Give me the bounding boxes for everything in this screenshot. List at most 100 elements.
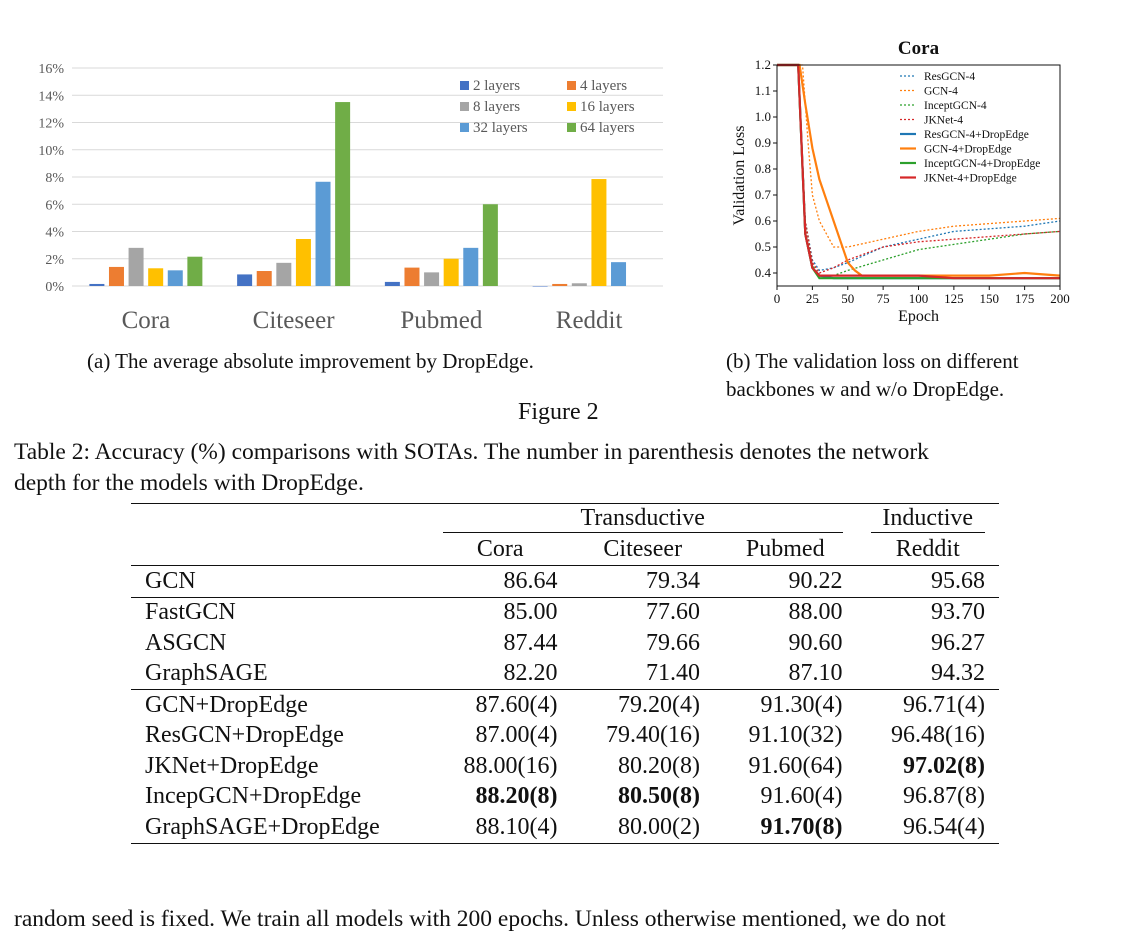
bar — [237, 274, 253, 286]
cell: 80.20(8) — [618, 752, 700, 779]
y-tick-label: 1.2 — [755, 57, 771, 72]
table-row: FastGCN 85.00 77.60 88.00 93.70 — [131, 596, 999, 628]
cell: 71.40 — [646, 660, 700, 687]
x-tick-label: 100 — [909, 291, 929, 306]
table-column-header-blank — [131, 535, 429, 566]
loss-series-line — [777, 64, 1061, 277]
table-column-header-row: Cora Citeseer Pubmed Reddit — [131, 535, 999, 566]
legend-label: JKNet-4+DropEdge — [924, 173, 1017, 185]
legend-label: 16 layers — [580, 99, 635, 115]
cell-best-value: 88.20(8) — [475, 783, 558, 810]
header-inductive: Inductive — [856, 503, 999, 535]
legend-swatch — [567, 81, 576, 90]
table-row: IncepGCN+DropEdge 88.20(8) 80.50(8) 91.6… — [131, 782, 999, 813]
x-tick-label: 75 — [877, 291, 890, 306]
cell: 90.22 — [714, 565, 857, 597]
legend-label: JKNet-4 — [924, 115, 963, 127]
cell-best-value: 91.70(8) — [760, 813, 843, 840]
y-tick-label: 0.5 — [755, 239, 771, 254]
loss-series-line — [777, 64, 1061, 248]
cell-best: 80.50(8) — [572, 782, 715, 813]
caption-a: (a) The average absolute improvement by … — [87, 349, 534, 373]
cell: 87.60(4) — [429, 689, 572, 721]
y-tick-label: 12% — [38, 117, 64, 132]
table-caption: Table 2: Accuracy (%) comparisons with S… — [14, 437, 1124, 499]
y-axis-label: Validation Loss — [731, 126, 748, 226]
y-tick-label: 16% — [38, 62, 64, 77]
table-row: GCN+DropEdge 87.60(4) 79.20(4) 91.30(4) … — [131, 689, 999, 721]
cell: 96.54(4) — [856, 812, 999, 844]
cell: 91.60(64) — [748, 752, 843, 779]
improvement-bar-chart: 0% 2% 4% 6% 8% 10% 12% 14% 16% Cora Citeseer Pubmed… — [38, 62, 663, 334]
y-tick-label: 1.0 — [755, 109, 771, 124]
cell: 87.00(4) — [475, 722, 558, 749]
cell: 77.60 — [571, 596, 714, 628]
row-name: ResGCN+DropEdge — [145, 722, 344, 749]
cell: 96.27 — [931, 629, 985, 656]
table-row: GraphSAGE+DropEdge 88.10(4) 80.00(2) 91.… — [131, 812, 999, 844]
cell: 94.32 — [931, 660, 985, 687]
bar — [482, 204, 498, 286]
cell: 93.70 — [856, 596, 999, 628]
row-name: GCN+DropEdge — [131, 689, 429, 721]
cell: 80.00(2) — [571, 812, 714, 844]
cell: 91.60(4) — [760, 783, 843, 810]
loss-series-line — [777, 63, 1060, 280]
cell: 96.48(16) — [891, 722, 985, 749]
cell-best: 88.20(8) — [429, 782, 572, 813]
caption-b-line1: (b) The validation loss on different — [726, 349, 1019, 373]
x-tick-label: 125 — [944, 291, 964, 306]
cell-best-value: 80.50(8) — [618, 783, 700, 810]
y-tick-label: 0.9 — [755, 135, 771, 150]
results-table: Transductive Inductive Cora Citeseer Pub… — [131, 503, 999, 844]
y-tick-label: 0.4 — [755, 265, 772, 280]
y-tick-label: 0.8 — [755, 161, 771, 176]
row-name: FastGCN — [131, 596, 429, 628]
table-row: GCN 86.64 79.34 90.22 95.68 — [131, 565, 999, 597]
y-tick-label: 4% — [45, 226, 64, 241]
y-tick-label: 8% — [45, 171, 64, 186]
legend-label: ResGCN-4 — [924, 71, 975, 83]
y-tick-label: 0.7 — [755, 187, 772, 202]
cell: 91.30(4) — [714, 689, 857, 721]
x-axis-label: Epoch — [898, 308, 939, 325]
x-tick-label: 0 — [774, 291, 781, 306]
bar — [571, 283, 587, 286]
bar — [591, 179, 607, 286]
bar — [167, 270, 183, 286]
legend-swatch — [460, 123, 469, 132]
bar — [187, 256, 203, 286]
x-tick-label: 25 — [806, 291, 819, 306]
body-text: random seed is fixed. We train all model… — [14, 906, 946, 932]
loss-series-line — [777, 63, 1060, 280]
cell: 86.64 — [429, 565, 572, 597]
x-tick-label: 200 — [1050, 291, 1070, 306]
bar — [128, 247, 144, 286]
table-row: ASGCN 87.44 79.66 90.60 96.27 — [131, 628, 999, 659]
chart-title: Cora — [898, 38, 940, 59]
bar — [611, 262, 627, 286]
cell: 87.10 — [788, 660, 843, 687]
table-row: GraphSAGE 82.20 71.40 87.10 94.32 — [131, 659, 999, 690]
y-tick-label: 2% — [45, 253, 64, 268]
y-tick-label: 1.1 — [755, 83, 771, 98]
bar — [443, 258, 459, 286]
cell: 79.40(16) — [606, 722, 700, 749]
header-transductive-label: Transductive — [443, 505, 843, 534]
legend-label: GCN-4+DropEdge — [924, 144, 1012, 156]
y-tick-label: 0.6 — [755, 213, 772, 228]
validation-loss-line-chart: Cora 0 25 50 75 100 125 150 175 200 0.4 0.5 0.6 0.7 0.… — [731, 38, 1070, 325]
col-header-cora: Cora — [476, 536, 524, 563]
legend-label: 64 layers — [580, 120, 635, 136]
x-category-label: Citeseer — [253, 307, 336, 334]
header-inductive-label: Inductive — [870, 505, 985, 534]
table-group-header-row: Transductive Inductive — [131, 503, 999, 535]
bar — [295, 238, 311, 286]
col-header-reddit: Reddit — [895, 536, 960, 563]
row-name: GCN — [131, 565, 429, 597]
bar — [315, 181, 331, 286]
bar — [148, 268, 164, 286]
cell: 88.10(4) — [429, 812, 572, 844]
bar — [335, 102, 351, 286]
cell: 90.60 — [788, 629, 843, 656]
